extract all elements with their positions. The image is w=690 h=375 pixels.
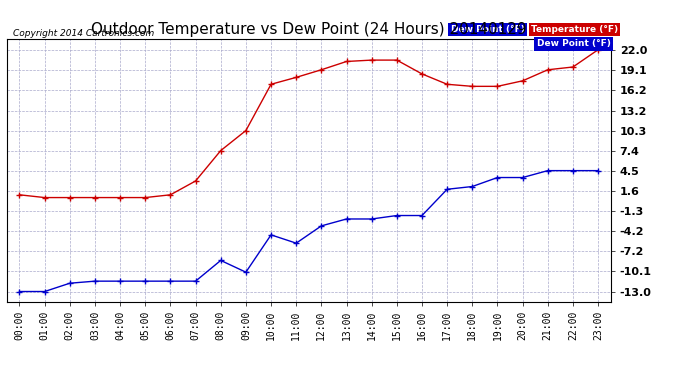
- Text: Dew Point (°F): Dew Point (°F): [451, 25, 524, 34]
- Title: Outdoor Temperature vs Dew Point (24 Hours) 20140129: Outdoor Temperature vs Dew Point (24 Hou…: [91, 22, 526, 37]
- Text: Temperature (°F): Temperature (°F): [531, 25, 618, 34]
- Text: Copyright 2014 Cartronics.com: Copyright 2014 Cartronics.com: [13, 29, 154, 38]
- Text: Dew Point (°F): Dew Point (°F): [537, 39, 611, 48]
